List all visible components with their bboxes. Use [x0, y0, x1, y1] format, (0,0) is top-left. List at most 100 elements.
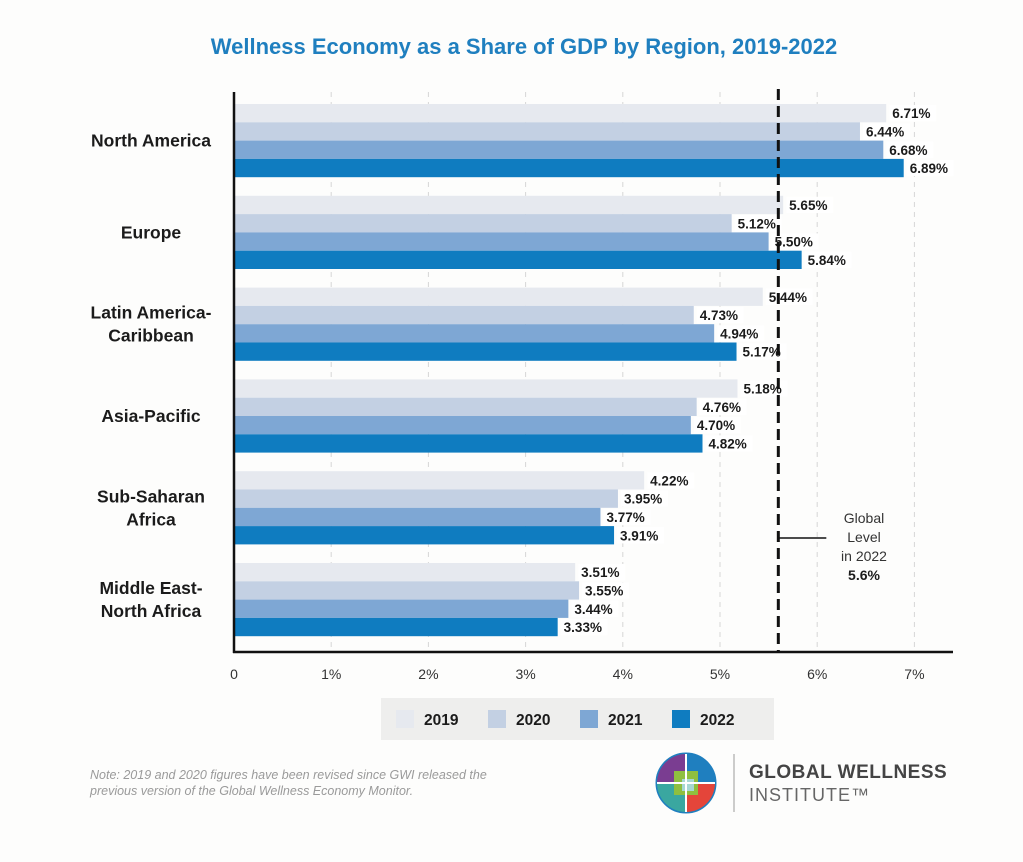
- bar-2022: [234, 526, 615, 545]
- value-label-bg: [699, 398, 747, 415]
- value-label: 5.65%: [789, 198, 827, 213]
- legend: 2019 2020 2021 2022: [381, 698, 774, 740]
- category-label: North Africa: [101, 601, 202, 621]
- legend-swatch-2021: [580, 710, 598, 728]
- gwi-logo-mark: [655, 752, 717, 814]
- x-tick-label: 6%: [807, 666, 827, 682]
- bar-2019: [234, 471, 645, 490]
- brand-subname: INSTITUTE™: [749, 785, 870, 805]
- bar-2022: [234, 342, 737, 361]
- category-label: Caribbean: [108, 326, 194, 346]
- bar-2019: [234, 379, 738, 398]
- x-tick-label: 1%: [321, 666, 341, 682]
- bar-2020: [234, 397, 697, 416]
- category-label: Middle East-: [99, 578, 202, 598]
- value-label-bg: [571, 600, 619, 617]
- legend-swatch-2020: [488, 710, 506, 728]
- value-label-bg: [647, 472, 695, 489]
- value-label-bg: [693, 417, 741, 434]
- value-label: 5.50%: [775, 235, 813, 250]
- bar-2019: [234, 287, 763, 306]
- gwi-logo: GLOBAL WELLNESS INSTITUTE™: [655, 752, 947, 814]
- bar-2022: [234, 617, 558, 637]
- value-label-bg: [717, 325, 765, 342]
- x-tick-label: 2%: [418, 666, 438, 682]
- brand-name: GLOBAL WELLNESS: [749, 762, 947, 783]
- legend-swatch-2022: [672, 710, 690, 728]
- x-tick-label: 7%: [904, 666, 924, 682]
- bar-2020: [234, 489, 618, 508]
- chart-title: Wellness Economy as a Share of GDP by Re…: [211, 34, 837, 59]
- footnote: Note: 2019 and 2020 figures have been re…: [89, 768, 487, 798]
- value-label-bg: [734, 215, 782, 232]
- value-label-bg: [906, 159, 954, 177]
- bar-2020: [234, 305, 694, 325]
- legend-label-2019: 2019: [424, 712, 459, 729]
- value-label-bg: [696, 306, 744, 324]
- value-label: 4.94%: [720, 326, 758, 341]
- legend-label-2021: 2021: [608, 712, 643, 729]
- x-tick-label: 4%: [613, 666, 633, 682]
- bar-2019: [234, 563, 576, 582]
- x-tick-label: 5%: [710, 666, 730, 682]
- category-labels: North America Europe Latin America- Caribbe…: [91, 131, 212, 621]
- bar-2022: [234, 158, 904, 178]
- value-label: 5.12%: [738, 216, 776, 231]
- value-label-bg: [886, 141, 934, 158]
- value-label: 4.76%: [703, 400, 741, 415]
- category-label: Africa: [126, 509, 176, 529]
- value-label: 4.70%: [697, 418, 735, 433]
- value-label: 6.68%: [889, 143, 927, 158]
- axes: [232, 92, 953, 654]
- x-tick-labels: 0 1% 2% 3% 4% 5% 6% 7%: [230, 666, 924, 682]
- value-label-bg: [582, 582, 630, 599]
- value-label: 3.91%: [620, 528, 658, 543]
- legend-label-2020: 2020: [516, 712, 550, 729]
- value-label: 5.17%: [743, 345, 781, 360]
- value-label-bg: [862, 123, 910, 140]
- reference-value: 5.6%: [848, 567, 880, 583]
- legend-swatch-2019: [396, 710, 414, 728]
- value-label: 3.33%: [564, 620, 602, 635]
- value-label-bg: [786, 196, 834, 214]
- category-label: Latin America-: [91, 303, 212, 323]
- value-label: 3.77%: [606, 510, 644, 525]
- value-label: 3.44%: [574, 602, 612, 617]
- value-label: 6.44%: [866, 124, 904, 139]
- value-label: 5.44%: [769, 290, 807, 305]
- value-label-bg: [560, 618, 608, 636]
- bar-2021: [234, 232, 769, 251]
- bar-2019: [234, 195, 784, 215]
- value-label-bg: [889, 105, 937, 122]
- category-label: Asia-Pacific: [101, 406, 200, 426]
- bar-2021: [234, 599, 569, 618]
- value-label: 6.89%: [910, 161, 948, 176]
- value-label: 5.18%: [743, 382, 781, 397]
- grid-lines: [330, 92, 915, 652]
- value-label-bg: [578, 564, 626, 581]
- bar-2019: [234, 104, 887, 123]
- x-tick-label: 3%: [515, 666, 535, 682]
- value-labels: 6.71% 6.44% 6.68% 6.89% 5.65% 5.12% 5.50% 5.84%…: [560, 105, 954, 636]
- value-label: 4.82%: [709, 436, 747, 451]
- legend-label-2022: 2022: [700, 712, 734, 729]
- category-label: Europe: [121, 222, 182, 242]
- value-label: 3.55%: [585, 583, 623, 598]
- value-label: 6.71%: [892, 106, 930, 121]
- value-label-bg: [739, 343, 787, 360]
- global-level-reference: Global Level in 2022 5.6%: [776, 89, 887, 652]
- value-label: 4.73%: [700, 308, 738, 323]
- value-label-bg: [603, 508, 651, 526]
- legend-background: [381, 698, 774, 740]
- value-label-bg: [620, 490, 668, 507]
- reference-label: Level: [847, 529, 880, 545]
- bars-group: [234, 104, 904, 637]
- bar-2021: [234, 507, 601, 527]
- bar-2020: [234, 581, 580, 600]
- value-label-bg: [771, 233, 819, 250]
- value-label-bg: [804, 251, 852, 268]
- reference-label: Global: [844, 510, 884, 526]
- value-label: 3.51%: [581, 565, 619, 580]
- footnote-line: Note: 2019 and 2020 figures have been re…: [90, 768, 487, 782]
